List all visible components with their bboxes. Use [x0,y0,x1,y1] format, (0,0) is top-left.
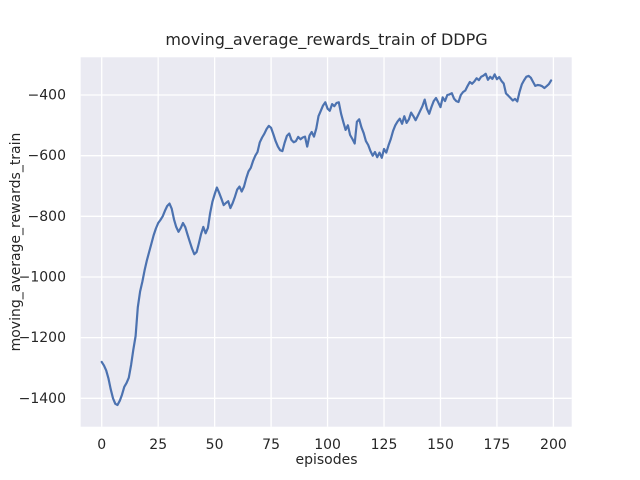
x-tick-label: 100 [314,437,341,453]
y-axis-label: moving_average_rewards_train [8,132,24,352]
x-tick-label: 150 [427,437,454,453]
x-tick-label: 25 [149,437,167,453]
y-tick-label: −800 [28,209,66,225]
y-tick-label: −1400 [19,391,66,407]
x-tick-label: 125 [371,437,398,453]
x-tick-label: 175 [484,437,511,453]
series-line [100,72,553,407]
x-tick-label: 200 [540,437,567,453]
x-axis-label: episodes [295,452,358,468]
y-tick-label: −1000 [19,270,66,286]
y-tick-label: −600 [28,148,66,164]
x-tick-label: 50 [206,437,224,453]
x-tick-label: 0 [97,437,106,453]
plot-area [80,57,572,427]
y-tick-label: −400 [28,88,66,104]
x-tick-label: 75 [262,437,280,453]
chart-title: moving_average_rewards_train of DDPG [165,30,488,49]
y-tick-label: −1200 [19,330,66,346]
